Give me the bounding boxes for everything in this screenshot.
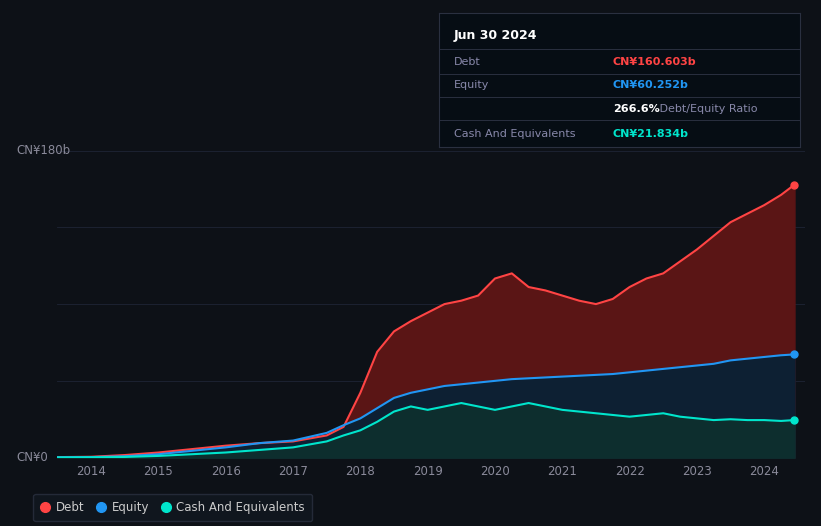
Text: Debt: Debt: [454, 57, 480, 67]
Legend: Debt, Equity, Cash And Equivalents: Debt, Equity, Cash And Equivalents: [34, 494, 312, 521]
Point: [788, 180, 801, 189]
Text: CN¥180b: CN¥180b: [16, 144, 71, 157]
Text: Cash And Equivalents: Cash And Equivalents: [454, 129, 576, 139]
Point: [788, 350, 801, 359]
Text: CN¥0: CN¥0: [16, 451, 48, 464]
Text: Debt/Equity Ratio: Debt/Equity Ratio: [656, 104, 758, 114]
Text: CN¥160.603b: CN¥160.603b: [612, 57, 696, 67]
Text: Equity: Equity: [454, 80, 489, 90]
Text: 266.6%: 266.6%: [612, 104, 659, 114]
Text: Jun 30 2024: Jun 30 2024: [454, 29, 537, 42]
Text: CN¥60.252b: CN¥60.252b: [612, 80, 689, 90]
Point: [788, 416, 801, 424]
Text: CN¥21.834b: CN¥21.834b: [612, 129, 689, 139]
